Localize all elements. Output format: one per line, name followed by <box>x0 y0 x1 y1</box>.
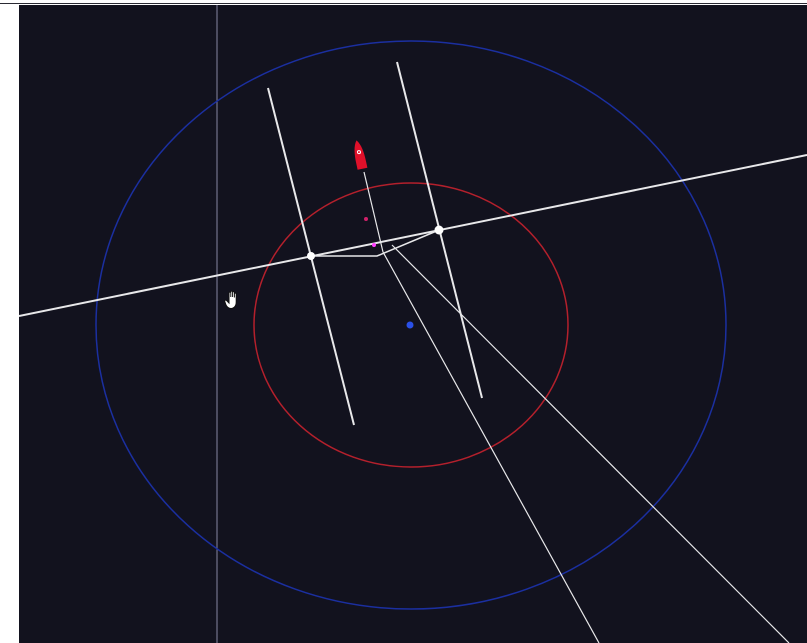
inner-range-ring <box>253 182 569 468</box>
scene-svg[interactable] <box>19 5 807 643</box>
simulation-canvas[interactable] <box>19 5 807 643</box>
magenta-marker <box>372 243 376 247</box>
outer-range-ring <box>95 40 727 610</box>
center-blue-dot <box>406 321 414 329</box>
projection-ray-1 <box>382 251 600 643</box>
main-track-line <box>19 154 807 317</box>
connector-path <box>311 229 440 257</box>
intersection-node-right[interactable] <box>434 225 444 235</box>
hand-pointer-icon <box>224 290 237 310</box>
window-top-border <box>0 0 807 4</box>
projection-ray-rocket <box>363 171 384 253</box>
projection-ray-2 <box>391 244 790 643</box>
small-red-marker <box>364 217 368 221</box>
red-rocket-icon[interactable] <box>352 139 368 170</box>
intersection-node-left[interactable] <box>307 252 315 260</box>
